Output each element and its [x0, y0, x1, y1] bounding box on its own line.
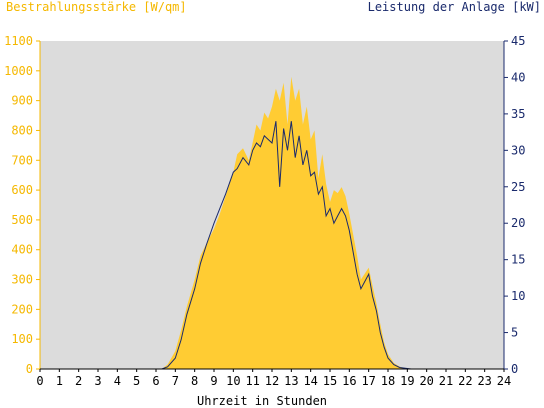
left-tick-label: 400 — [11, 243, 33, 257]
left-axis-title: Bestrahlungsstärke [W/qm] — [6, 0, 187, 14]
x-tick-label: 11 — [245, 374, 259, 388]
x-tick-label: 8 — [191, 374, 198, 388]
x-tick-label: 2 — [75, 374, 82, 388]
x-axis-title: Uhrzeit in Stunden — [197, 394, 327, 408]
x-tick-label: 4 — [114, 374, 121, 388]
left-tick-label: 0 — [26, 362, 33, 376]
left-tick-label: 500 — [11, 213, 33, 227]
x-tick-label: 1 — [56, 374, 63, 388]
left-tick-label: 100 — [11, 332, 33, 346]
x-tick-label: 0 — [36, 374, 43, 388]
right-tick-label: 5 — [511, 326, 518, 340]
power-line — [40, 121, 504, 370]
x-tick-label: 19 — [400, 374, 414, 388]
x-tick-label: 21 — [439, 374, 453, 388]
right-tick-label: 30 — [511, 143, 525, 157]
x-tick-label: 9 — [210, 374, 217, 388]
right-tick-label: 15 — [511, 253, 525, 267]
left-tick-label: 600 — [11, 183, 33, 197]
left-tick-label: 1000 — [4, 64, 33, 78]
right-tick-label: 20 — [511, 216, 525, 230]
left-tick-label: 900 — [11, 94, 33, 108]
right-tick-label: 10 — [511, 289, 525, 303]
right-tick-label: 40 — [511, 70, 525, 84]
left-tick-label: 200 — [11, 302, 33, 316]
right-y-ticks: 0 5 10 15 20 25 30 35 40 45 — [504, 34, 525, 376]
x-tick-label: 13 — [284, 374, 298, 388]
right-tick-label: 25 — [511, 180, 525, 194]
x-tick-label: 14 — [303, 374, 317, 388]
right-tick-label: 35 — [511, 107, 525, 121]
right-tick-label: 45 — [511, 34, 525, 48]
x-tick-label: 17 — [361, 374, 375, 388]
x-ticks: 0 1 2 3 4 5 6 7 8 9 10 11 12 13 14 15 16 17 18 19 20 21 22 23 24 — [36, 369, 511, 388]
x-tick-label: 5 — [133, 374, 140, 388]
x-tick-label: 20 — [419, 374, 433, 388]
x-tick-label: 12 — [265, 374, 279, 388]
x-tick-label: 16 — [342, 374, 356, 388]
right-axis-title: Leistung der Anlage [kW] — [368, 0, 541, 14]
left-tick-label: 800 — [11, 123, 33, 137]
right-tick-label: 0 — [511, 362, 518, 376]
x-tick-label: 3 — [94, 374, 101, 388]
x-tick-label: 24 — [497, 374, 511, 388]
x-tick-label: 23 — [477, 374, 491, 388]
irradiance-area — [40, 76, 504, 370]
left-tick-label: 1100 — [4, 34, 33, 48]
x-tick-label: 18 — [381, 374, 395, 388]
x-tick-label: 22 — [458, 374, 472, 388]
x-tick-label: 7 — [172, 374, 179, 388]
x-tick-label: 6 — [152, 374, 159, 388]
left-tick-label: 700 — [11, 153, 33, 167]
x-tick-label: 10 — [226, 374, 240, 388]
x-tick-label: 15 — [323, 374, 337, 388]
left-tick-label: 300 — [11, 273, 33, 287]
left-y-ticks: 0 100 200 300 400 500 600 700 800 900 1000 1100 — [4, 34, 40, 376]
